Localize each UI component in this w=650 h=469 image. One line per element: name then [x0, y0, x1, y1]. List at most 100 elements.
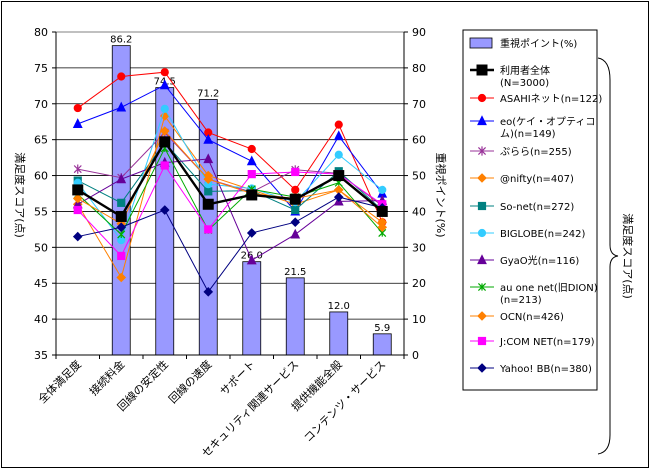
point: [477, 363, 487, 373]
left-tick-label: 70: [34, 98, 48, 111]
point: [334, 120, 343, 129]
left-tick-label: 40: [34, 313, 48, 326]
series-line: [77, 71, 383, 223]
point: [203, 287, 214, 297]
point: [477, 146, 487, 156]
point: [247, 170, 256, 179]
point: [246, 254, 257, 265]
legend-label: Yahoo! BB(n=380): [499, 364, 592, 375]
right-side-label: 満足度スコア(点): [621, 213, 635, 299]
category-label: 接続料金: [86, 357, 127, 398]
point: [202, 198, 214, 210]
series-line: [77, 84, 383, 213]
legend-label: ム)(n=149): [500, 128, 556, 140]
bar: [329, 311, 349, 356]
point: [376, 205, 388, 217]
legend-label: So-net(n=272): [500, 202, 574, 213]
series-line: [77, 130, 383, 228]
legend-label: GyaO光(n=116): [500, 254, 579, 267]
legend-label: au one net(旧DION): [500, 282, 598, 294]
legend-label: @nifty(n=407): [500, 174, 574, 185]
point: [117, 198, 126, 207]
category-label: サポート: [218, 358, 258, 398]
right-tick-label: 60: [412, 134, 426, 147]
point: [117, 251, 126, 261]
legend-label: 利用者全体: [500, 64, 550, 77]
point: [246, 155, 257, 166]
point: [117, 72, 126, 81]
right-tick-label: 10: [412, 313, 426, 326]
point: [291, 185, 300, 195]
left-tick-label: 65: [34, 134, 48, 147]
right-tick-label: 40: [412, 205, 426, 218]
point: [203, 174, 214, 184]
legend-swatch: [469, 37, 493, 49]
point: [291, 167, 300, 177]
point: [116, 173, 127, 184]
point: [333, 192, 344, 202]
left-tick-label: 80: [34, 26, 48, 39]
point: [333, 130, 344, 141]
point: [377, 222, 388, 233]
legend-brace: [597, 57, 619, 455]
right-tick-label: 30: [412, 241, 426, 254]
point: [333, 170, 345, 182]
point: [204, 187, 213, 196]
point: [159, 136, 171, 148]
legend-label: 重視ポイント(%): [500, 37, 577, 50]
bar: [242, 261, 262, 356]
point: [477, 311, 487, 321]
series-2: [72, 79, 388, 216]
left-tick-label: 55: [34, 205, 48, 218]
point: [203, 153, 214, 164]
legend: 重視ポイント(%) 利用者全体(N=3000) ASAHIネット(n=122) eo(…: [462, 29, 602, 391]
right-axis-label: 重視ポイント(%): [434, 152, 448, 237]
point: [247, 144, 256, 154]
point: [477, 93, 487, 103]
point: [72, 118, 83, 128]
series-0: [72, 136, 388, 222]
right-tick-label: 20: [412, 277, 426, 290]
bar-data-label: 12.0: [328, 301, 350, 312]
point: [160, 104, 169, 113]
point: [291, 205, 300, 215]
legend-label: OCN(n=426): [500, 312, 564, 323]
point: [477, 201, 487, 211]
left-tick-label: 50: [34, 241, 48, 254]
point: [477, 336, 487, 346]
point: [477, 173, 487, 183]
legend-label: eo(ケイ・オプティコ: [500, 116, 595, 128]
point: [115, 210, 127, 222]
point: [476, 64, 488, 76]
legend-label: (N=3000): [500, 78, 549, 89]
point: [246, 228, 257, 238]
right-tick-label: 90: [412, 26, 426, 39]
point: [378, 185, 387, 195]
series-line: [77, 141, 383, 211]
point: [159, 79, 170, 90]
right-tick-label: 80: [412, 62, 426, 75]
right-tick-label: 70: [412, 98, 426, 111]
point: [72, 193, 83, 204]
point: [72, 231, 83, 242]
bar-data-label: 21.5: [284, 267, 306, 278]
point: [290, 217, 301, 228]
point: [204, 225, 213, 234]
left-tick-label: 45: [34, 277, 48, 290]
point: [477, 228, 487, 238]
series-line: [77, 147, 383, 236]
point: [73, 164, 82, 174]
left-tick-label: 60: [34, 170, 48, 183]
legend-label: BIGLOBE(n=242): [500, 229, 586, 240]
point: [73, 205, 82, 215]
point: [246, 189, 258, 201]
bar-data-label: 5.9: [374, 323, 390, 334]
point: [160, 161, 169, 170]
series-line: [77, 139, 384, 219]
bar-data-label: 71.2: [197, 88, 219, 99]
point: [290, 228, 301, 239]
bar-data-label: 86.2: [110, 35, 132, 46]
point: [160, 68, 169, 77]
point: [159, 126, 170, 136]
